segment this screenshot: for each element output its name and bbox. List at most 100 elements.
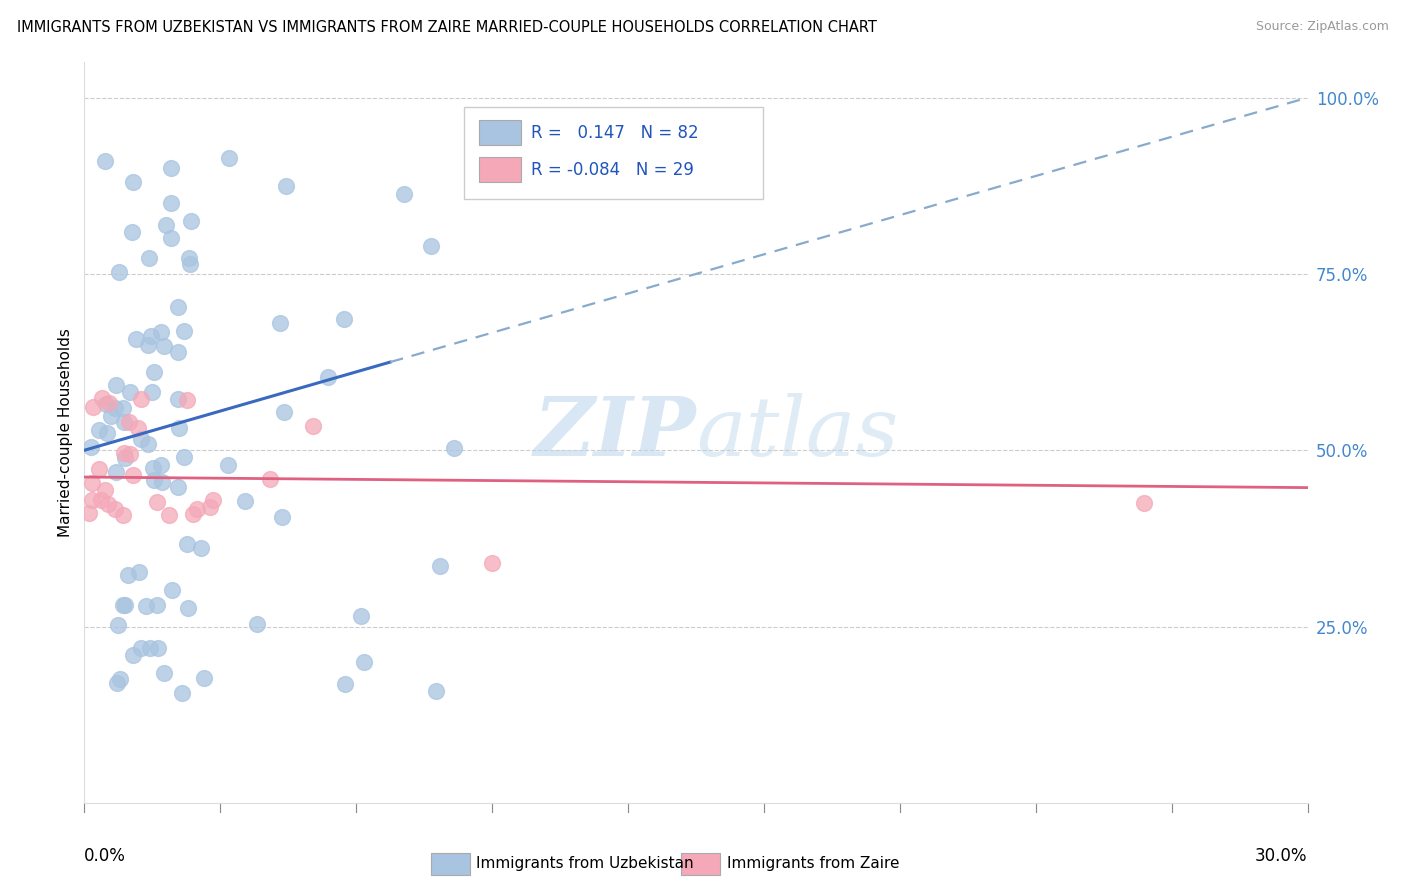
Point — [302, 418, 325, 433]
Point — [149, 458, 172, 473]
Point — [177, 252, 200, 266]
Point — [104, 465, 127, 479]
Point — [135, 599, 157, 613]
Point — [129, 432, 152, 446]
Point — [114, 450, 136, 465]
Point — [131, 640, 153, 655]
Point — [112, 598, 135, 612]
Point — [179, 257, 201, 271]
Point — [180, 214, 202, 228]
Point — [146, 640, 169, 655]
FancyBboxPatch shape — [479, 157, 522, 182]
Point — [271, 510, 294, 524]
Point — [108, 672, 131, 686]
Point — [93, 154, 115, 169]
Text: Immigrants from Zaire: Immigrants from Zaire — [727, 856, 898, 871]
Point — [246, 617, 269, 632]
Text: Immigrants from Uzbekistan: Immigrants from Uzbekistan — [475, 856, 693, 871]
FancyBboxPatch shape — [464, 107, 763, 200]
Point — [425, 684, 447, 698]
Point — [142, 460, 165, 475]
Point — [481, 556, 503, 570]
Point — [108, 265, 131, 279]
Point — [176, 393, 198, 408]
Point — [166, 300, 188, 314]
Point — [112, 446, 135, 460]
Point — [127, 421, 149, 435]
Point — [138, 640, 160, 655]
Point — [153, 339, 176, 353]
Point — [143, 365, 166, 379]
Point — [87, 462, 110, 476]
Point — [111, 508, 134, 523]
Point — [150, 475, 173, 489]
Point — [125, 332, 148, 346]
Text: 30.0%: 30.0% — [1256, 847, 1308, 865]
Point — [141, 329, 163, 343]
Y-axis label: Married-couple Households: Married-couple Households — [58, 328, 73, 537]
Point — [87, 423, 110, 437]
Point — [118, 385, 141, 400]
Point — [82, 400, 104, 414]
Point — [181, 507, 204, 521]
Point — [1133, 496, 1156, 510]
Text: atlas: atlas — [696, 392, 898, 473]
Point — [121, 468, 143, 483]
Point — [269, 316, 291, 330]
Point — [316, 369, 339, 384]
Point — [150, 326, 173, 340]
Point — [141, 384, 163, 399]
Point — [112, 401, 135, 415]
Point — [201, 493, 224, 508]
Point — [420, 239, 443, 253]
Point — [170, 685, 193, 699]
Point — [173, 450, 195, 465]
Point — [96, 397, 118, 411]
Point — [429, 558, 451, 573]
Point — [190, 541, 212, 555]
Point — [100, 409, 122, 424]
Point — [233, 493, 256, 508]
Point — [143, 474, 166, 488]
Point — [333, 677, 356, 691]
Point — [155, 218, 177, 232]
Point — [136, 338, 159, 352]
Point — [176, 537, 198, 551]
Point — [105, 378, 128, 392]
FancyBboxPatch shape — [430, 853, 470, 875]
Point — [166, 480, 188, 494]
Point — [122, 648, 145, 662]
Point — [177, 600, 200, 615]
Point — [173, 324, 195, 338]
FancyBboxPatch shape — [479, 120, 522, 145]
Point — [104, 401, 127, 415]
Point — [274, 179, 297, 194]
Point — [193, 671, 215, 685]
Point — [90, 391, 112, 405]
Point — [118, 415, 141, 429]
Point — [443, 441, 465, 455]
Point — [97, 497, 120, 511]
Point — [93, 483, 115, 497]
Point — [186, 502, 208, 516]
Point — [146, 495, 169, 509]
Point — [114, 599, 136, 613]
Point — [167, 345, 190, 359]
Point — [138, 252, 160, 266]
Point — [96, 425, 118, 440]
Point — [105, 676, 128, 690]
Point — [129, 392, 152, 406]
Point — [153, 665, 176, 680]
Point — [392, 186, 415, 201]
Point — [136, 437, 159, 451]
Point — [167, 421, 190, 435]
Point — [121, 225, 143, 239]
Text: R = -0.084   N = 29: R = -0.084 N = 29 — [531, 161, 693, 178]
Point — [80, 440, 103, 454]
Point — [218, 151, 240, 165]
Point — [350, 608, 373, 623]
Point — [217, 458, 239, 472]
Point — [128, 565, 150, 579]
Point — [77, 506, 100, 520]
Point — [80, 475, 103, 490]
